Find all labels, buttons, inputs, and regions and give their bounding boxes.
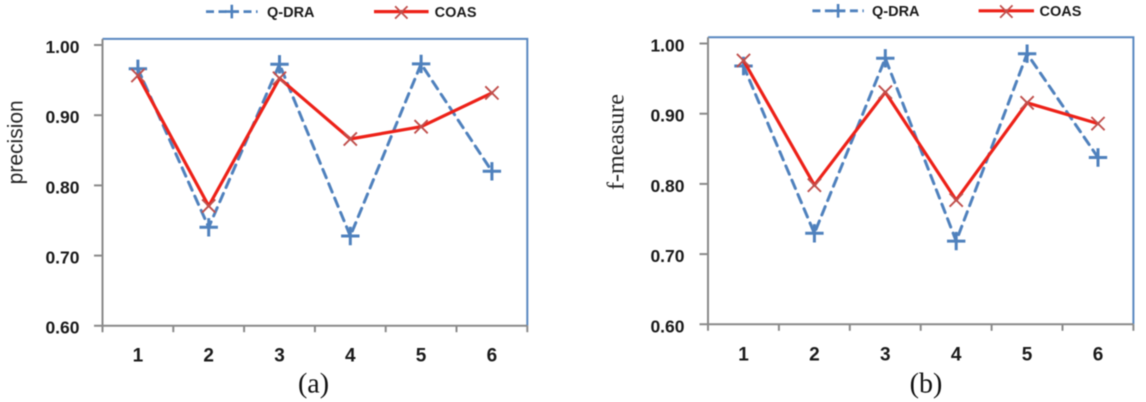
svg-text:0.60: 0.60 (45, 318, 79, 338)
svg-text:COAS: COAS (435, 5, 477, 21)
svg-text:4: 4 (345, 345, 356, 366)
svg-text:0.70: 0.70 (45, 248, 79, 268)
svg-text:Q-DRA: Q-DRA (267, 5, 315, 21)
svg-text:1: 1 (133, 345, 144, 366)
svg-text:(b): (b) (910, 369, 943, 400)
svg-text:6: 6 (1093, 344, 1104, 365)
svg-text:1.00: 1.00 (45, 37, 79, 57)
svg-text:Q-DRA: Q-DRA (872, 4, 920, 20)
svg-text:1.00: 1.00 (650, 36, 684, 56)
svg-text:0.70: 0.70 (650, 246, 684, 266)
svg-text:0.80: 0.80 (650, 176, 684, 196)
svg-text:4: 4 (951, 344, 962, 365)
svg-text:f-measure: f-measure (604, 94, 630, 190)
svg-text:0.60: 0.60 (650, 316, 684, 336)
svg-text:2: 2 (203, 345, 214, 366)
svg-text:0.90: 0.90 (45, 107, 79, 127)
svg-text:2: 2 (809, 344, 820, 365)
svg-text:3: 3 (880, 344, 891, 365)
svg-text:COAS: COAS (1040, 4, 1082, 20)
svg-text:5: 5 (416, 345, 427, 366)
svg-text:precision: precision (5, 100, 28, 184)
svg-text:5: 5 (1022, 344, 1033, 365)
svg-text:0.90: 0.90 (650, 106, 684, 126)
svg-text:(a): (a) (298, 369, 329, 400)
svg-text:0.80: 0.80 (45, 177, 79, 197)
svg-text:6: 6 (487, 345, 498, 366)
svg-text:3: 3 (274, 345, 285, 366)
svg-text:1: 1 (738, 344, 749, 365)
